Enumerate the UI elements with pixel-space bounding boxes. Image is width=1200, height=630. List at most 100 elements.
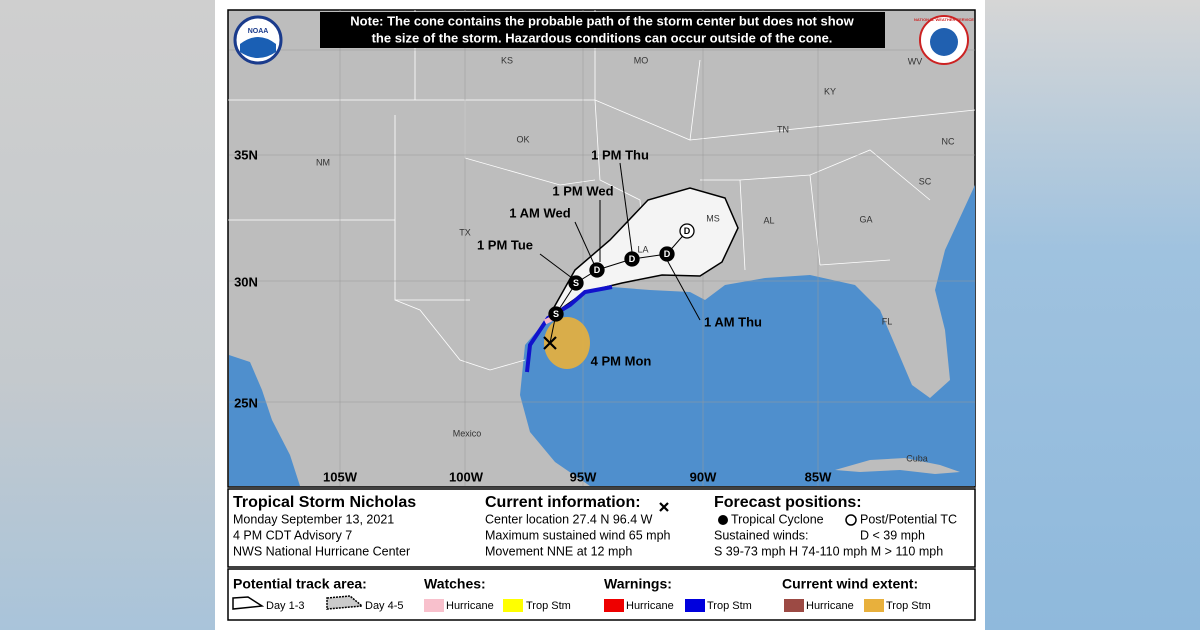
forecast-time-label: 4 PM Mon bbox=[591, 353, 652, 368]
state-label: LA bbox=[637, 244, 648, 254]
legend-item: Day 1-3 bbox=[266, 600, 305, 612]
state-label: KS bbox=[501, 55, 513, 65]
longitude-label: 100W bbox=[449, 469, 484, 484]
storm-info: 4 PM CDT Advisory 7 bbox=[233, 528, 352, 542]
legend-heading: Watches: bbox=[424, 576, 486, 592]
forecast-point bbox=[589, 262, 605, 278]
storm-info: NWS National Hurricane Center bbox=[233, 544, 410, 558]
legend-item: Trop Stm bbox=[886, 600, 931, 612]
state-label: Mexico bbox=[453, 428, 482, 438]
state-label: Cuba bbox=[906, 453, 928, 463]
state-label: AL bbox=[763, 215, 774, 225]
longitude-label: 105W bbox=[323, 469, 358, 484]
nws-logo-center bbox=[930, 28, 958, 56]
forecast-time-label: 1 PM Wed bbox=[552, 183, 613, 198]
state-label: TX bbox=[459, 227, 471, 237]
forecast-point bbox=[568, 275, 584, 291]
legend-heading: Current wind extent: bbox=[782, 576, 918, 592]
forecast-point-label: D bbox=[684, 226, 691, 236]
note-text: Note: The cone contains the probable pat… bbox=[350, 13, 854, 28]
forecast-cone bbox=[547, 187, 739, 319]
note-box bbox=[320, 12, 885, 48]
state-label: NM bbox=[316, 157, 330, 167]
legend-box bbox=[227, 568, 976, 621]
state-label: GA bbox=[859, 214, 872, 224]
state-label: WV bbox=[908, 56, 923, 66]
forecast-title: Forecast positions: bbox=[714, 494, 862, 511]
nws-logo-text: NATIONAL WEATHER SERVICE bbox=[914, 17, 974, 22]
forecast-legend: S 39-73 mph H 74-110 mph M > 110 mph bbox=[714, 544, 943, 558]
longitude-label: 90W bbox=[690, 469, 717, 484]
forecast-legend: Post/Potential TC bbox=[860, 512, 957, 526]
state-label: OK bbox=[516, 134, 529, 144]
map bbox=[227, 9, 976, 488]
state-label: MS bbox=[706, 213, 720, 223]
hurricane-warning-swatch bbox=[604, 599, 624, 612]
forecast-legend: D < 39 mph bbox=[860, 528, 925, 542]
forecast-legend: Tropical Cyclone bbox=[731, 512, 824, 526]
noaa-logo-wave bbox=[240, 37, 276, 58]
state-label: TN bbox=[777, 124, 789, 134]
storm-info: Monday September 13, 2021 bbox=[233, 512, 394, 526]
wind-extent bbox=[544, 317, 590, 369]
hurricane-watch-swatch bbox=[424, 599, 444, 612]
forecast-point bbox=[624, 251, 640, 267]
latitude-label: 30N bbox=[234, 274, 258, 289]
latitude-label: 25N bbox=[234, 395, 258, 410]
forecast-time-label: 1 AM Wed bbox=[509, 205, 570, 220]
forecast-point-label: D bbox=[594, 265, 601, 275]
forecast-point-label: S bbox=[573, 278, 579, 288]
note-text: the size of the storm. Hazardous conditi… bbox=[372, 30, 833, 45]
forecast-legend: Sustained winds: bbox=[714, 528, 809, 542]
state-label: FL bbox=[882, 316, 893, 326]
forecast-point bbox=[548, 306, 564, 322]
current-title: Current information: bbox=[485, 494, 641, 511]
forecast-point-label: S bbox=[553, 309, 559, 319]
current-position bbox=[543, 336, 557, 350]
forecast-time-label: 1 AM Thu bbox=[704, 314, 762, 329]
post-tc-symbol bbox=[845, 514, 857, 526]
legend-item: Hurricane bbox=[446, 600, 494, 612]
blurred-background bbox=[0, 0, 215, 630]
blurred-background bbox=[985, 0, 1200, 630]
gulf-water bbox=[520, 185, 975, 486]
tc-symbol bbox=[718, 515, 728, 525]
current-symbol bbox=[659, 502, 669, 512]
forecast-point bbox=[679, 223, 695, 239]
pacific-water bbox=[229, 355, 300, 486]
legend-item: Hurricane bbox=[806, 600, 854, 612]
trop-storm-warning-swatch bbox=[685, 599, 705, 612]
day45-swatch bbox=[326, 595, 364, 610]
cuba bbox=[835, 458, 960, 474]
state-label: SC bbox=[919, 176, 932, 186]
legend-item: Day 4-5 bbox=[365, 600, 404, 612]
current-info: Maximum sustained wind 65 mph bbox=[485, 528, 671, 542]
forecast-time-label: 1 PM Thu bbox=[591, 147, 649, 162]
forecast-time-label: 1 PM Tue bbox=[477, 237, 533, 252]
latitude-label: 35N bbox=[234, 147, 258, 162]
label-pointers bbox=[539, 162, 701, 321]
forecast-point-label: D bbox=[629, 254, 636, 264]
legend-heading: Potential track area: bbox=[233, 576, 367, 592]
longitude-label: 85W bbox=[805, 469, 832, 484]
noaa-logo-text: NOAA bbox=[248, 28, 269, 35]
state-label: NC bbox=[942, 136, 955, 146]
state-label: MO bbox=[634, 55, 649, 65]
legend-heading: Warnings: bbox=[604, 576, 672, 592]
forecast-point-label: D bbox=[664, 249, 671, 259]
hurricane-wind-swatch bbox=[784, 599, 804, 612]
legend-item: Trop Stm bbox=[707, 600, 752, 612]
storm-title: Tropical Storm Nicholas bbox=[233, 494, 416, 511]
longitude-label: 95W bbox=[570, 469, 597, 484]
trop-storm-watch-swatch bbox=[503, 599, 523, 612]
current-info: Movement NNE at 12 mph bbox=[485, 544, 632, 558]
trop-storm-wind-swatch bbox=[864, 599, 884, 612]
state-label: KY bbox=[824, 86, 836, 96]
forecast-point bbox=[659, 246, 675, 262]
current-info: Center location 27.4 N 96.4 W bbox=[485, 512, 653, 526]
info-box bbox=[227, 488, 976, 568]
legend-item: Trop Stm bbox=[526, 600, 571, 612]
legend-item: Hurricane bbox=[626, 600, 674, 612]
day13-swatch bbox=[232, 596, 265, 610]
